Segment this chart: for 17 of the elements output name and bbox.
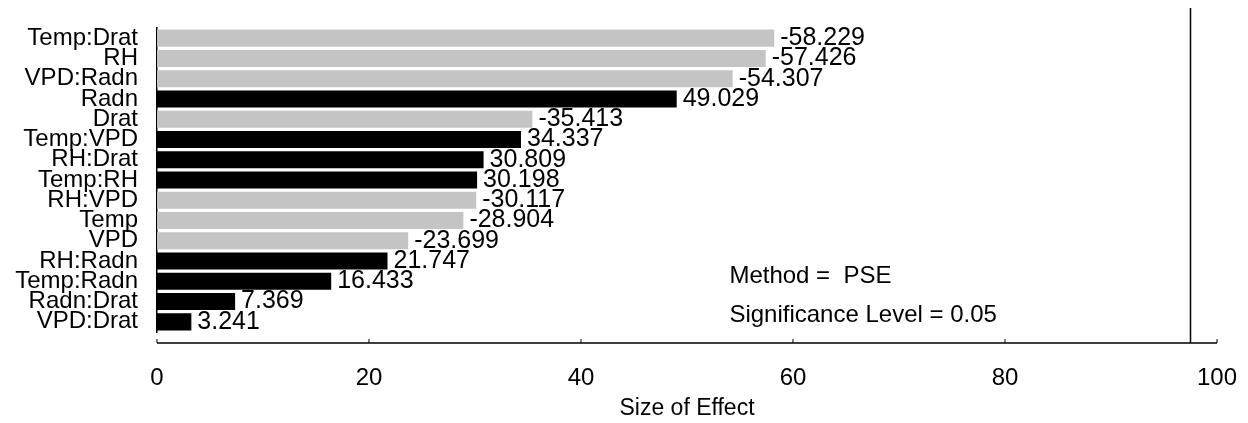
- bar: [157, 70, 733, 88]
- bar: [157, 49, 766, 67]
- bar: [157, 110, 533, 128]
- x-tick-label: 80: [991, 363, 1019, 391]
- bar: [157, 232, 409, 250]
- annotation: Significance Level = 0.05: [729, 299, 997, 327]
- x-axis-title: Size of Effect: [619, 393, 756, 420]
- x-tick-label: 60: [779, 363, 807, 391]
- x-tick-label: 20: [355, 363, 383, 391]
- x-tick-label: 0: [150, 363, 164, 391]
- bar: [157, 212, 464, 230]
- x-tick-label: 100: [1196, 363, 1238, 391]
- bar: [157, 29, 775, 47]
- y-tick-label: Temp:Drat: [27, 22, 139, 50]
- annotation: Method = PSE: [729, 260, 892, 288]
- x-tick-label: 40: [567, 363, 595, 391]
- bar: [157, 191, 477, 209]
